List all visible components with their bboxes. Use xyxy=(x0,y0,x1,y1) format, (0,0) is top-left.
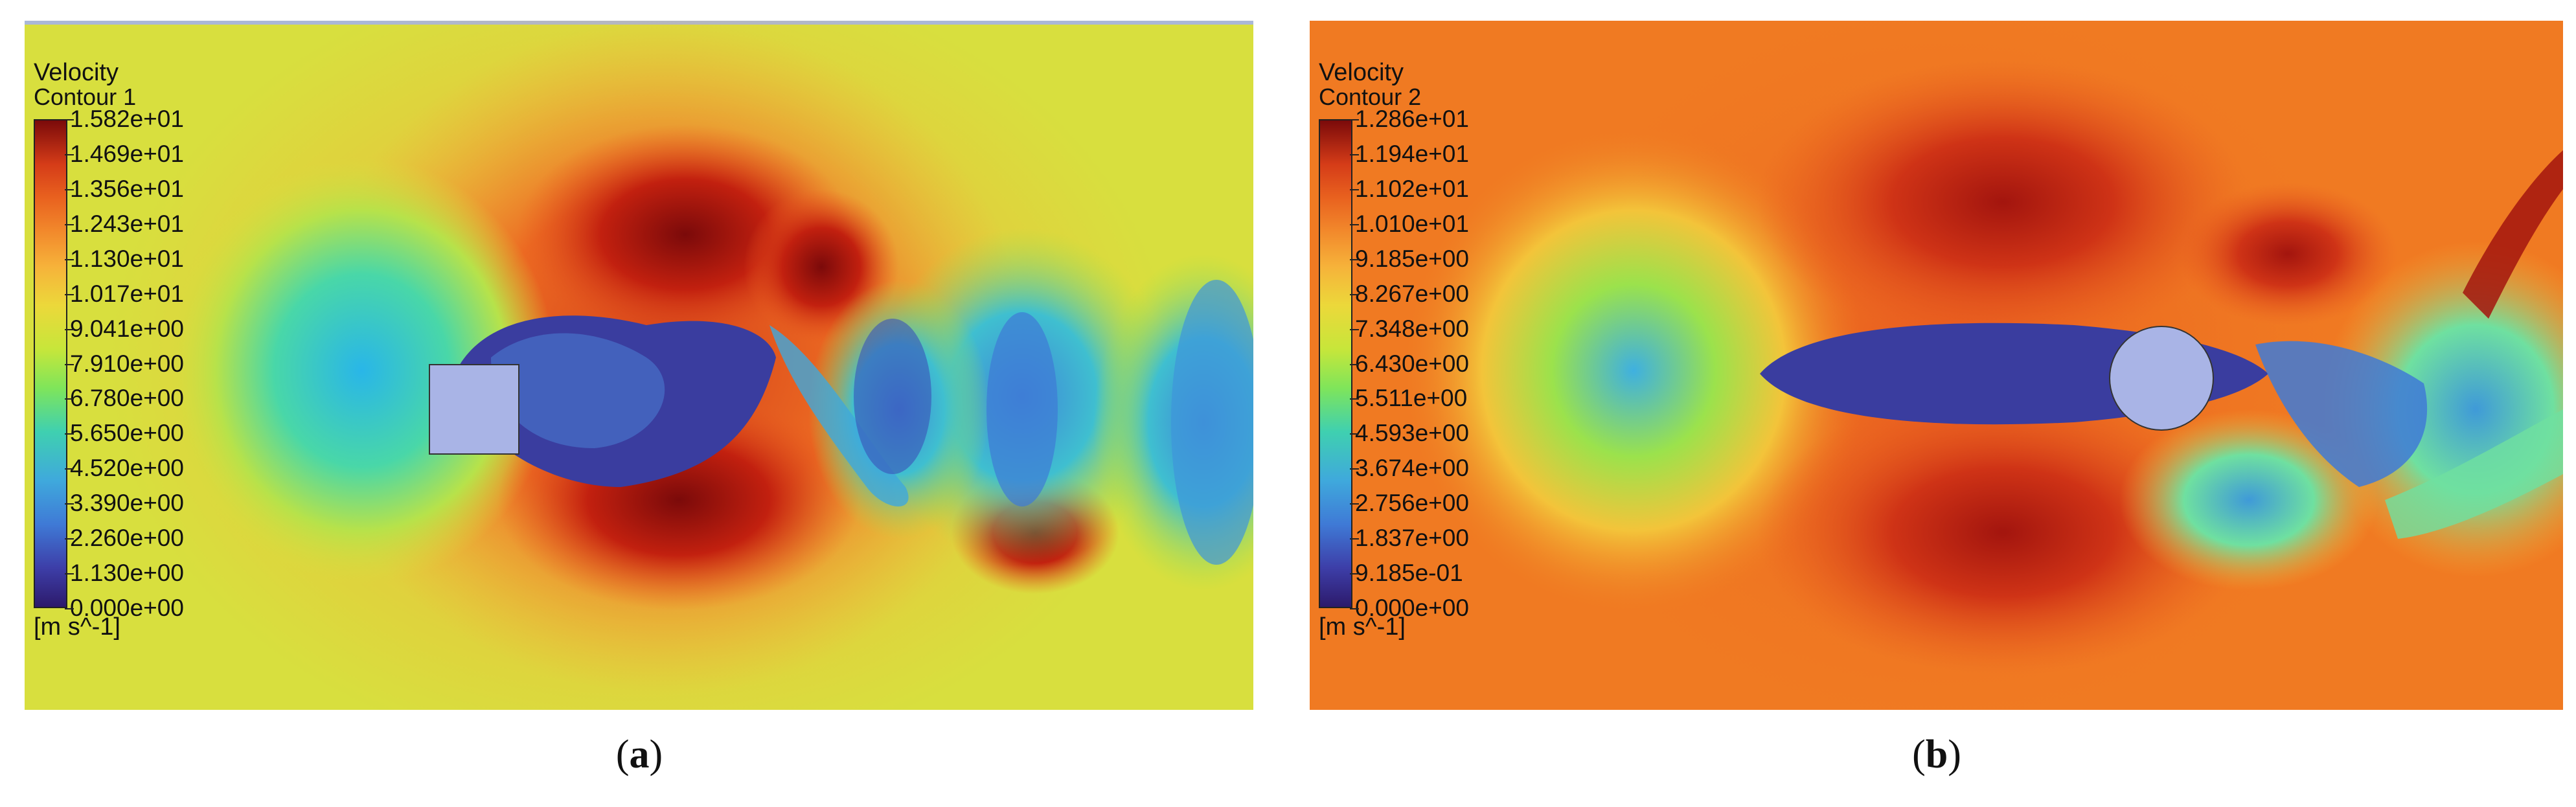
circle-obstacle xyxy=(2109,326,2214,431)
colorbar-tick: 1.582e+01 xyxy=(65,106,184,132)
colorbar-tick: 8.267e+00 xyxy=(1350,280,1469,307)
square-obstacle xyxy=(429,364,519,455)
legend-title: Velocity xyxy=(34,59,119,86)
colorbar-tick: 1.130e+00 xyxy=(65,560,184,587)
caption-b: (b) xyxy=(1872,732,2001,777)
colorbar-tick: 6.780e+00 xyxy=(65,385,184,412)
colorbar-tick: 6.430e+00 xyxy=(1350,350,1469,377)
caption-a: (a) xyxy=(575,732,704,777)
caption-letter: b xyxy=(1925,733,1948,777)
colorbar-tick: 2.260e+00 xyxy=(65,525,184,552)
caption-paren-open: ( xyxy=(1912,733,1926,777)
colorbar-a: 1.582e+01 1.469e+01 1.356e+01 1.243e+01 … xyxy=(34,106,184,621)
legend-subtitle: Contour 1 xyxy=(34,84,137,110)
colorbar-tick: 0.000e+00 xyxy=(65,595,184,621)
colorbar-tick: 1.286e+01 xyxy=(1350,106,1469,132)
colorbar-gradient xyxy=(34,119,67,608)
colorbar-tick: 5.511e+00 xyxy=(1349,385,1468,412)
colorbar-ticks-a: 1.582e+01 1.469e+01 1.356e+01 1.243e+01 … xyxy=(65,106,245,621)
colorbar-tick: 1.194e+01 xyxy=(1350,140,1469,167)
caption-paren-close: ) xyxy=(649,733,663,777)
colorbar-tick: 4.520e+00 xyxy=(65,455,184,482)
legend-title: Velocity xyxy=(1319,59,1404,86)
legend-units: [m s^-1] xyxy=(34,613,120,641)
legend-subtitle: Contour 2 xyxy=(1319,84,1422,110)
colorbar-tick: 0.000e+00 xyxy=(1350,595,1469,621)
contour-panel-b: Velocity Contour 2 1.286e+01 1.194e+01 1… xyxy=(1310,21,2563,710)
colorbar-tick: 2.756e+00 xyxy=(1350,490,1469,517)
colorbar-tick: 1.130e+01 xyxy=(65,245,184,272)
colorbar-tick: 1.010e+01 xyxy=(1350,210,1469,237)
velocity-field-a xyxy=(25,21,1253,710)
colorbar-tick: 1.102e+01 xyxy=(1350,175,1469,202)
caption-letter: a xyxy=(629,733,650,777)
colorbar-tick: 4.593e+00 xyxy=(1350,420,1469,447)
colorbar-tick: 1.469e+01 xyxy=(65,140,184,167)
caption-paren-open: ( xyxy=(615,733,630,777)
colorbar-b: 1.286e+01 1.194e+01 1.102e+01 1.010e+01 … xyxy=(1319,106,1469,621)
colorbar-tick: 3.390e+00 xyxy=(65,490,184,517)
colorbar-ticks-b: 1.286e+01 1.194e+01 1.102e+01 1.010e+01 … xyxy=(1349,106,1530,621)
colorbar-tick: 1.017e+01 xyxy=(65,280,184,307)
colorbar-gradient xyxy=(1319,119,1352,608)
caption-paren-close: ) xyxy=(1948,733,1961,777)
velocity-field-b xyxy=(1310,21,2563,710)
colorbar-tick: 9.185e-01 xyxy=(1350,560,1463,587)
colorbar-tick: 7.910e+00 xyxy=(65,350,184,377)
legend-a: Velocity Contour 1 1.582e+01 1.469e+01 1… xyxy=(34,59,184,641)
contour-panel-a: Velocity Contour 1 1.582e+01 1.469e+01 1… xyxy=(25,21,1253,710)
colorbar-tick: 1.356e+01 xyxy=(65,175,184,202)
colorbar-tick: 7.348e+00 xyxy=(1350,315,1469,342)
colorbar-tick: 5.650e+00 xyxy=(65,420,184,447)
colorbar-tick: 3.674e+00 xyxy=(1350,455,1469,482)
colorbar-tick: 1.243e+01 xyxy=(65,210,184,237)
legend-units: [m s^-1] xyxy=(1319,613,1406,641)
colorbar-tick: 9.041e+00 xyxy=(65,315,184,342)
colorbar-tick: 1.837e+00 xyxy=(1350,525,1469,552)
legend-b: Velocity Contour 2 1.286e+01 1.194e+01 1… xyxy=(1319,59,1469,641)
colorbar-tick: 9.185e+00 xyxy=(1350,245,1469,272)
